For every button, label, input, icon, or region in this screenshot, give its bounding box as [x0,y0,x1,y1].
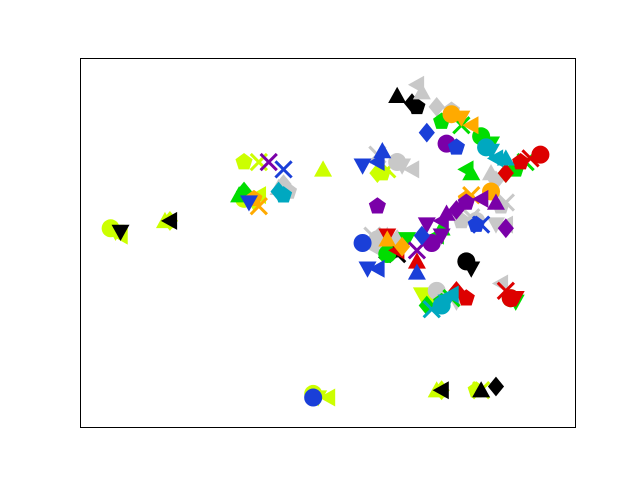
scatter-point [239,195,258,212]
scatter-point [486,217,505,234]
scatter-point [393,158,412,175]
scatter-point [407,252,426,269]
scatter-point [111,224,130,241]
scatter-point [437,204,456,221]
scatter-point [160,211,178,230]
scatter-point [428,96,445,117]
scatter-point [368,259,385,278]
scatter-point [462,164,481,181]
scatter-marks [101,75,550,407]
scatter-point [486,193,505,210]
scatter-point [353,158,372,175]
scatter-point [472,381,491,398]
scatter-point [467,215,485,232]
scatter-point [304,388,323,407]
scatter-point [235,153,253,170]
scatter-point [275,174,292,195]
scatter-point [353,234,372,252]
scatter-point [398,232,417,249]
scatter-point [358,261,377,278]
scatter-point [412,287,431,304]
scatter-point [408,97,426,115]
scatter-point [471,215,491,234]
scatter-point [497,218,514,239]
scatter-point [274,186,293,203]
scatter-point [373,142,392,159]
scatter-point [482,143,501,160]
scatter-point [487,376,505,397]
scatter-point [496,149,515,166]
scatter-point [452,110,471,127]
scatter-point [388,86,407,103]
scatter-point [462,261,481,278]
scatter-point [407,263,426,280]
scatter-point [259,152,278,172]
scatter-point [417,217,436,234]
scatter-point [447,138,465,155]
scatter-point [506,291,525,308]
scatter-point [497,163,514,183]
scatter-point [462,116,479,135]
scatter-point [442,285,459,304]
scatter-point [418,122,435,143]
scatter-point [319,388,336,407]
scatter-point [472,189,489,208]
scatter-point [432,228,451,245]
scatter-point [531,145,550,164]
scatter-point [457,289,475,306]
scatter-point [363,237,380,256]
scatter-point [432,381,449,400]
scatter-point [412,83,431,100]
scatter-point [389,229,406,250]
scatter-point [368,197,386,214]
scatter-point [402,160,420,179]
scatter-point [442,105,461,124]
scatter-point [314,160,333,177]
scatter-point [378,230,397,247]
scatter-point [274,160,293,179]
scatter-point [413,225,430,246]
scatter-point [457,193,475,210]
scatter-point [487,170,505,191]
axes-frame [80,58,576,428]
scatter-point [394,236,411,257]
